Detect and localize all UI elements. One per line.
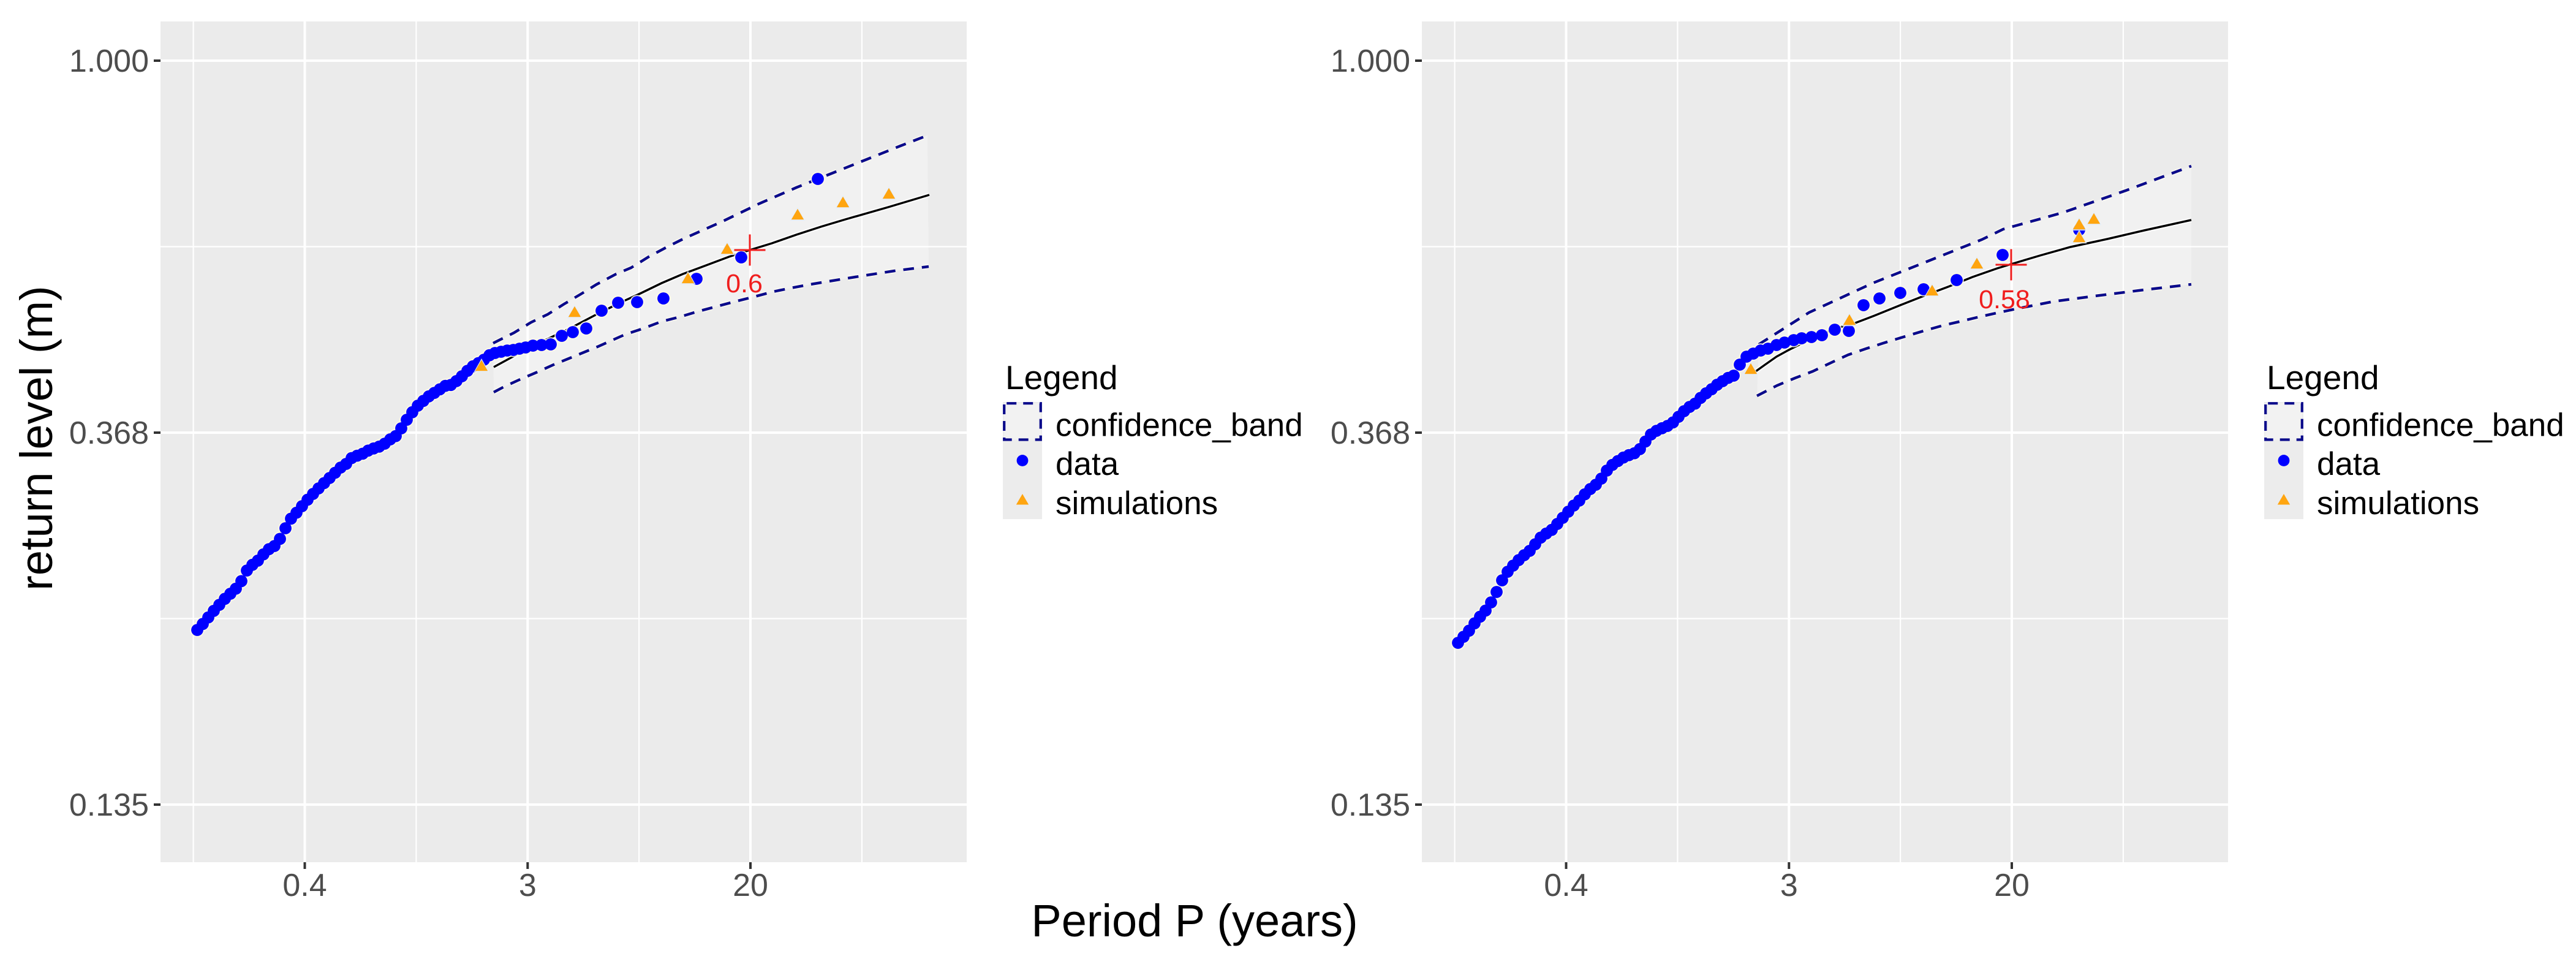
svg-text:simulations: simulations <box>2317 485 2479 521</box>
svg-text:return level (m): return level (m) <box>11 286 62 591</box>
svg-text:0.368: 0.368 <box>69 415 149 451</box>
svg-text:0.135: 0.135 <box>69 787 149 823</box>
svg-text:Legend: Legend <box>1005 358 1118 396</box>
svg-text:Legend: Legend <box>2267 358 2379 396</box>
svg-text:3: 3 <box>519 868 537 903</box>
svg-text:data: data <box>2317 446 2381 482</box>
svg-text:0.368: 0.368 <box>1331 415 1410 451</box>
svg-text:1.000: 1.000 <box>69 44 149 79</box>
svg-text:0.4: 0.4 <box>282 868 327 903</box>
svg-text:3: 3 <box>1780 868 1798 903</box>
svg-text:0.135: 0.135 <box>1331 787 1410 823</box>
svg-text:0.6: 0.6 <box>726 269 763 298</box>
svg-text:0.58: 0.58 <box>1979 285 2030 314</box>
svg-text:20: 20 <box>1994 868 2030 903</box>
svg-text:Period P (years): Period P (years) <box>1031 895 1358 946</box>
svg-text:simulations: simulations <box>1056 485 1218 521</box>
svg-text:data: data <box>1056 446 1119 482</box>
svg-text:20: 20 <box>733 868 768 903</box>
svg-text:confidence_band: confidence_band <box>1056 407 1303 443</box>
svg-text:0.4: 0.4 <box>1544 868 1588 903</box>
svg-text:confidence_band: confidence_band <box>2317 407 2564 443</box>
svg-text:1.000: 1.000 <box>1331 44 1410 79</box>
